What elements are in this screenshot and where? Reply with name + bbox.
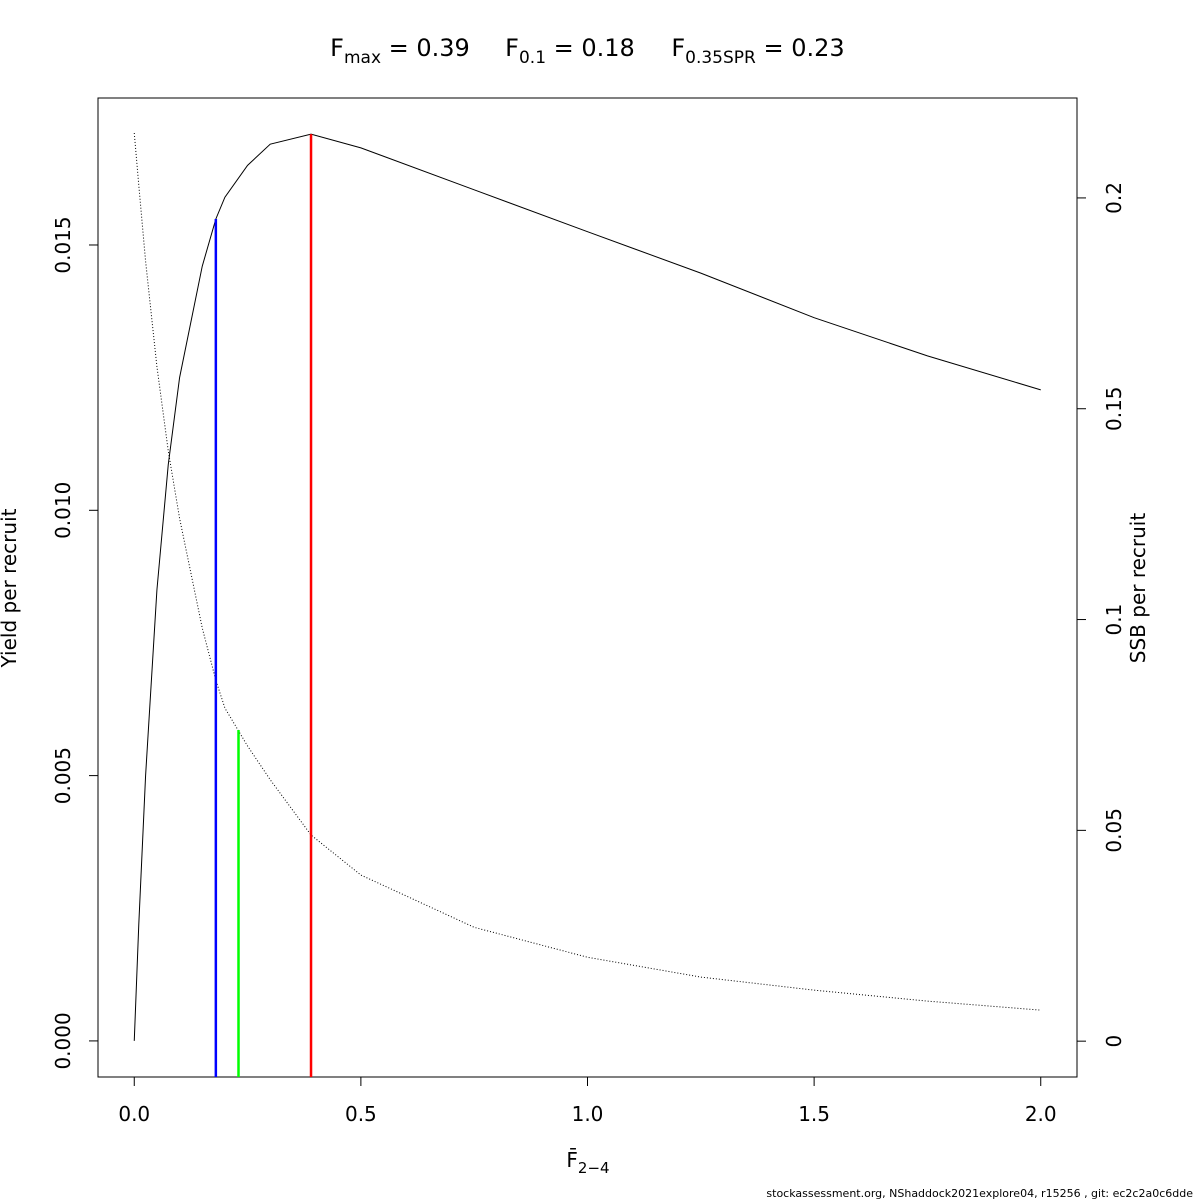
y2-tick-label: 0.15	[1102, 386, 1126, 431]
title-main: F	[671, 34, 685, 62]
chart-title: Fmax = 0.39	[330, 34, 470, 68]
title-subscript: 0.35SPR	[685, 48, 756, 68]
y2-tick-label: 0.1	[1102, 604, 1126, 636]
title-rest: = 0.39	[381, 34, 470, 62]
series-line	[133, 132, 1041, 1011]
chart-title: F0.1 = 0.18	[505, 34, 635, 68]
title-rest: = 0.18	[546, 34, 635, 62]
y-tick-label: 0.000	[51, 1012, 75, 1069]
y2-axis-label: SSB per recruit	[1126, 513, 1150, 664]
title-main: F	[330, 34, 344, 62]
series-line	[133, 133, 1041, 1041]
x-label-main: F̄	[566, 1147, 578, 1172]
x-axis-label: F̄2−4	[566, 1147, 609, 1177]
y2-tick-label: 0.2	[1102, 182, 1126, 214]
x-tick-label: 2.0	[1025, 1102, 1057, 1126]
y-tick-label: 0.015	[51, 216, 75, 273]
y-tick-label: 0.010	[51, 482, 75, 539]
x-label-subscript: 2−4	[578, 1159, 610, 1177]
title-rest: = 0.23	[756, 34, 845, 62]
y-tick-label: 0.005	[51, 747, 75, 804]
x-tick-label: 0.0	[118, 1102, 150, 1126]
x-tick-label: 1.5	[798, 1102, 830, 1126]
x-tick-label: 1.0	[572, 1102, 604, 1126]
y2-tick-label: 0.05	[1102, 808, 1126, 853]
title-main: F	[505, 34, 519, 62]
title-subscript: max	[344, 48, 381, 68]
title-subscript: 0.1	[519, 48, 546, 68]
footer: stockassessment.org, NShaddock2021explor…	[766, 1187, 1193, 1200]
chart-title: F0.35SPR = 0.23	[671, 34, 844, 68]
y2-tick-label: 0	[1102, 1035, 1126, 1048]
y-axis-label: Yield per recruit	[0, 508, 21, 668]
x-tick-label: 0.5	[345, 1102, 377, 1126]
